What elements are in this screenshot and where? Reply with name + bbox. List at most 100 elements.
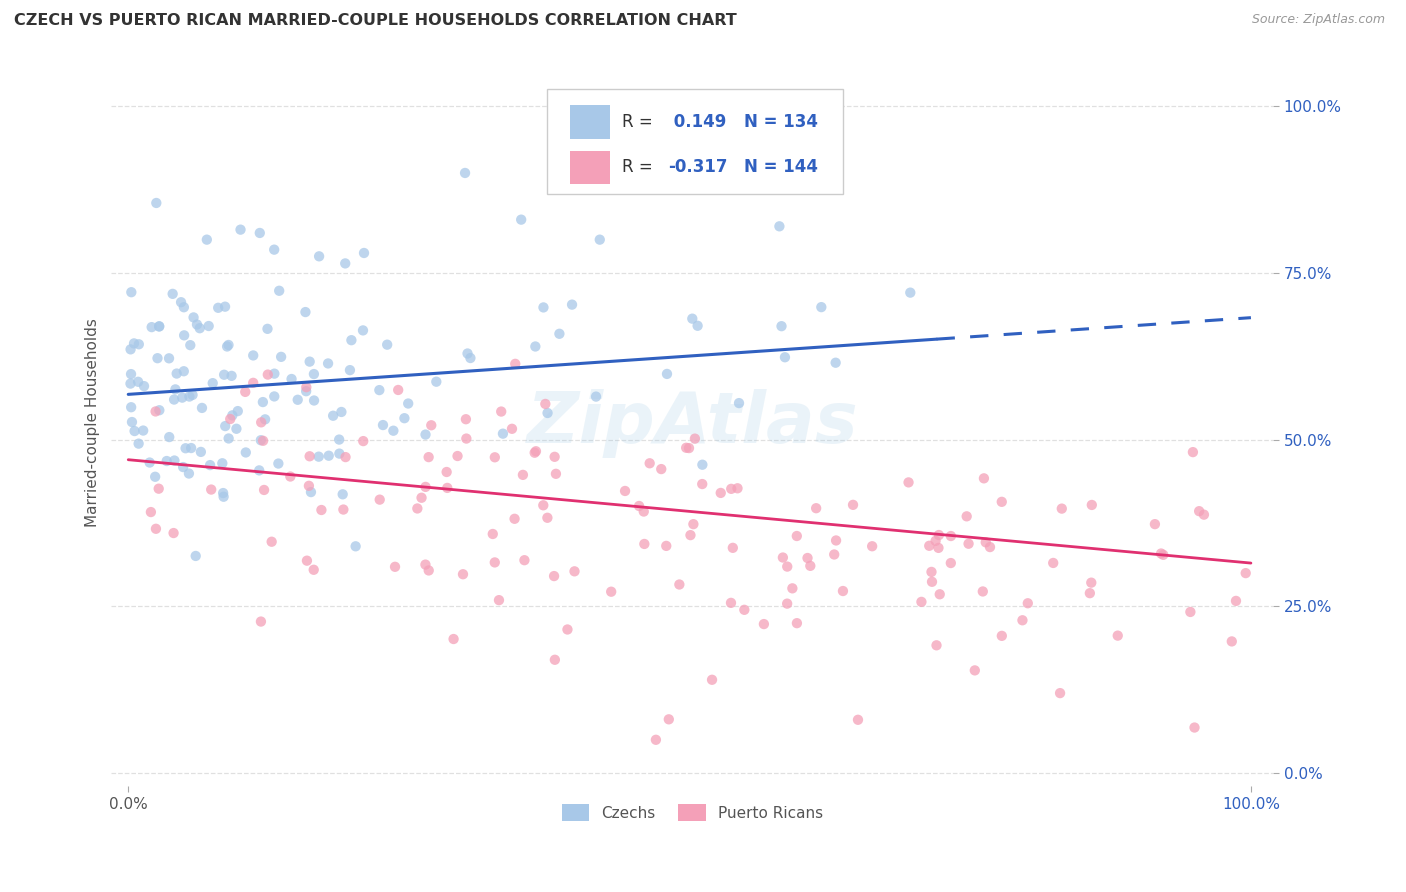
Point (481, 527, 503, 541)
Point (221, 368, 243, 383)
Point (163, 392, 186, 407)
Point (411, 491, 433, 505)
Point (425, 375, 447, 389)
Point (832, 584, 855, 599)
Point (207, 301, 229, 315)
Point (162, 526, 184, 541)
Point (1150, 547, 1173, 561)
Point (776, 559, 799, 574)
Point (1143, 517, 1166, 532)
Point (418, 564, 440, 578)
Point (921, 565, 943, 579)
Point (335, 256, 357, 270)
Text: -0.317: -0.317 (668, 159, 727, 177)
Point (352, 434, 374, 449)
Point (157, 430, 180, 444)
Text: Source: ZipAtlas.com: Source: ZipAtlas.com (1251, 13, 1385, 27)
Point (332, 502, 354, 516)
Point (287, 392, 309, 407)
Point (979, 540, 1001, 554)
Point (489, 404, 512, 418)
Point (544, 653, 567, 667)
Point (249, 434, 271, 448)
Point (120, 285, 142, 300)
Point (1234, 566, 1257, 581)
Point (451, 567, 474, 582)
Point (686, 318, 709, 333)
Point (233, 384, 256, 399)
Point (990, 495, 1012, 509)
Point (250, 415, 273, 429)
Point (295, 380, 318, 394)
Point (247, 463, 270, 477)
Point (197, 318, 219, 333)
Point (773, 351, 796, 365)
Point (534, 397, 557, 411)
Text: ZipAtlas: ZipAtlas (526, 389, 858, 458)
Point (217, 339, 239, 353)
Point (225, 422, 247, 436)
Point (650, 462, 672, 476)
Point (371, 418, 394, 433)
Point (121, 415, 143, 429)
Point (124, 424, 146, 438)
Point (679, 528, 702, 542)
Point (524, 339, 547, 353)
Point (503, 512, 526, 526)
Point (928, 528, 950, 542)
Point (446, 449, 468, 463)
Point (710, 486, 733, 500)
Point (270, 350, 292, 364)
Point (1049, 686, 1071, 700)
Point (825, 533, 848, 548)
Point (772, 550, 794, 565)
Point (179, 390, 201, 404)
Point (298, 354, 321, 368)
Point (810, 300, 832, 314)
Point (925, 638, 948, 652)
Point (974, 535, 997, 549)
Point (1017, 596, 1039, 610)
Point (457, 346, 479, 360)
Point (939, 529, 962, 543)
Point (860, 539, 883, 553)
Point (436, 465, 458, 479)
Point (927, 541, 949, 555)
Point (302, 563, 325, 577)
Point (436, 481, 458, 495)
Point (120, 367, 142, 381)
Point (184, 549, 207, 563)
Point (638, 456, 661, 470)
Point (910, 595, 932, 609)
Point (786, 529, 808, 543)
Point (335, 450, 357, 464)
Point (501, 422, 523, 436)
Point (226, 404, 249, 418)
Point (727, 481, 749, 495)
Point (1011, 613, 1033, 627)
Text: N = 144: N = 144 (744, 159, 817, 177)
Point (1080, 575, 1102, 590)
Point (633, 504, 655, 518)
Point (503, 357, 526, 371)
Point (683, 432, 706, 446)
Point (145, 404, 167, 418)
Point (218, 338, 240, 352)
Point (897, 475, 920, 490)
Point (145, 196, 167, 211)
Point (460, 351, 482, 365)
Point (132, 424, 155, 438)
Point (352, 323, 374, 337)
Point (692, 458, 714, 472)
Point (212, 368, 235, 382)
Point (311, 503, 333, 517)
Point (675, 441, 697, 455)
Point (443, 632, 465, 646)
Point (382, 424, 405, 438)
Point (173, 364, 195, 378)
Point (1042, 556, 1064, 570)
Point (278, 469, 301, 483)
Point (510, 212, 533, 227)
Point (249, 226, 271, 240)
Point (368, 492, 391, 507)
